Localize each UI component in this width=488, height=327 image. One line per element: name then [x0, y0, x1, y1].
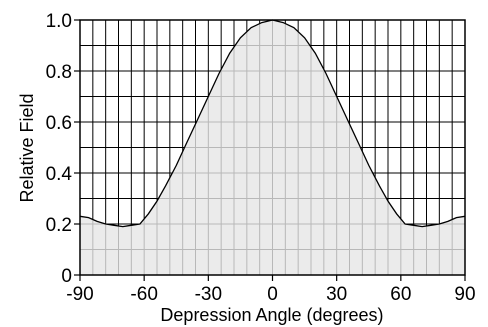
x-tick-label: -90 [66, 284, 93, 305]
y-tick-label: 0.6 [46, 113, 72, 134]
x-tick-label: 30 [326, 284, 347, 305]
x-tick-label: 0 [267, 284, 278, 305]
y-tick-label: 0 [61, 266, 72, 287]
x-tick-label: 90 [454, 284, 475, 305]
y-tick-label: 0.8 [46, 62, 72, 83]
x-axis-title: Depression Angle (degrees) [160, 305, 383, 325]
y-axis-title: Relative Field [17, 93, 37, 202]
y-tick-labels: 0 0.2 0.4 0.6 0.8 1.0 [46, 11, 73, 287]
area-fill [80, 20, 465, 275]
x-tick-labels: -90 -60 -30 0 30 60 90 [66, 284, 475, 305]
x-tick-label: 60 [390, 284, 411, 305]
x-tick-label: -30 [195, 284, 222, 305]
x-tick-label: -60 [130, 284, 157, 305]
plot-frame [74, 19, 466, 281]
y-tick-label: 0.4 [46, 164, 73, 185]
y-tick-label: 1.0 [46, 11, 72, 32]
y-tick-label: 0.2 [46, 215, 72, 236]
